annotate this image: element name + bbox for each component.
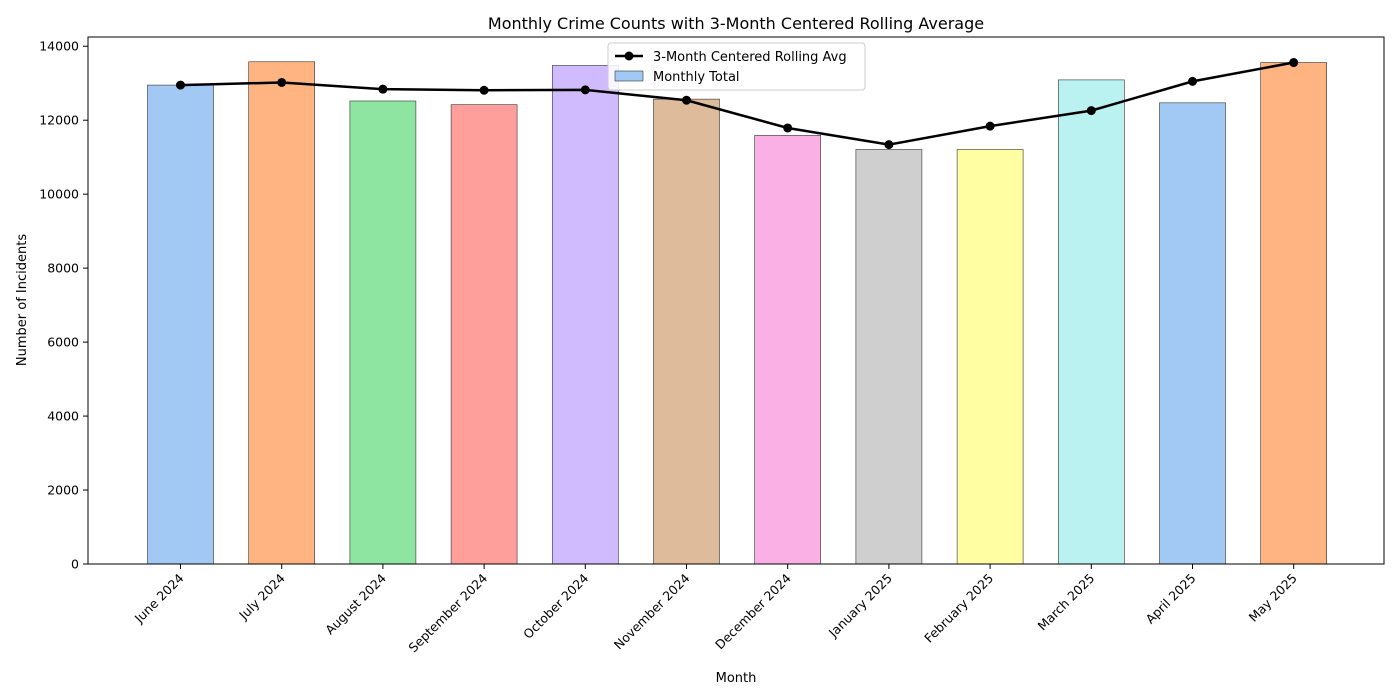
x-tick-label: December 2024 [712,570,794,652]
legend-label-rolling-avg: 3-Month Centered Rolling Avg [653,50,847,65]
rolling-average-point [682,95,691,105]
rolling-average-point [277,77,287,87]
bar-november-2024 [653,98,720,565]
rolling-average-point [1188,76,1197,86]
x-axis: June 2024 July 2024 August 2024 September 2… [131,564,1300,655]
rolling-average-point [1086,106,1096,116]
y-axis-label: Number of Incidents [15,234,30,366]
bar-april-2025 [1159,102,1226,565]
x-tick-label: November 2024 [611,570,693,652]
y-tick-label: 12000 [39,113,79,128]
bar-june-2024 [147,84,214,565]
legend-marker-swatch [624,51,634,61]
bar-august-2024 [349,100,417,565]
x-tick-label: April 2025 [1143,571,1199,627]
legend-label-monthly-total: Monthly Total [653,70,740,85]
bar-september-2024 [450,104,518,565]
rolling-average-line [180,61,1294,146]
bar-july-2024 [248,61,315,565]
rolling-average-layer [176,58,1299,150]
x-tick-label: July 2024 [235,570,288,623]
x-tick-label: February 2025 [921,571,996,646]
y-axis: 0 2000 4000 6000 8000 10000 12000 14000 [39,39,88,572]
bar-may-2025 [1260,62,1327,565]
legend-box [607,42,866,91]
x-tick-label: June 2024 [131,570,187,626]
rolling-average-point [580,85,590,95]
bar-february-2025 [956,149,1024,565]
x-tick-label: October 2024 [520,570,591,641]
rolling-average-point [985,121,995,131]
x-tick-label: May 2025 [1246,571,1300,625]
bar-march-2025 [1058,79,1125,565]
rolling-average-point [1289,58,1299,68]
rolling-average-point [176,80,185,90]
rolling-average-point [479,85,489,95]
x-tick-label: August 2024 [322,570,389,637]
x-axis-label: Month [716,671,757,686]
chart-title: Monthly Crime Counts with 3-Month Center… [488,14,984,33]
rolling-average-point [378,84,388,94]
rolling-average-point [884,140,894,150]
y-tick-label: 6000 [47,335,79,350]
bar-october-2024 [551,65,619,565]
plot-frame [87,36,1385,565]
y-tick-label: 0 [71,557,79,572]
y-tick-label: 8000 [47,261,79,276]
y-tick-label: 4000 [47,409,79,424]
y-tick-label: 2000 [47,483,79,498]
rolling-average-point [783,123,793,133]
x-tick-label: September 2024 [405,570,490,655]
y-tick-label: 10000 [39,187,79,202]
bars-group [147,61,1327,565]
y-tick-label: 14000 [39,39,79,54]
bar-december-2024 [754,135,822,565]
x-tick-label: March 2025 [1035,571,1098,634]
legend-bar-swatch [614,70,644,82]
x-tick-label: January 2025 [825,571,895,641]
bar-january-2025 [855,149,923,565]
legend: 3-Month Centered Rolling Avg Monthly Tot… [607,42,866,91]
